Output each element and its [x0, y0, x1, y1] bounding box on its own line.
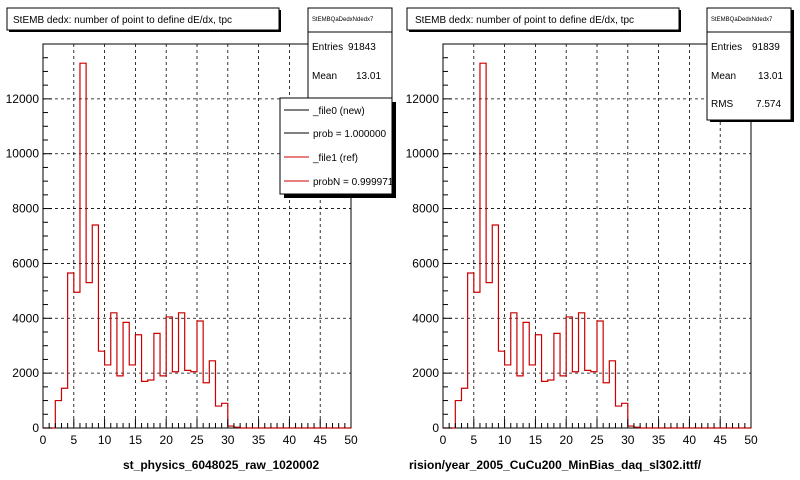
- left-histogram-ref: [43, 62, 351, 429]
- left-mean-label: Mean: [312, 71, 337, 82]
- x-tick-label: 10: [98, 433, 112, 447]
- right-title-box: [406, 7, 680, 31]
- x-tick-label: 45: [714, 433, 728, 447]
- right-x-axis-title: rision/year_2005_CuCu200_MinBias_daq_sl3…: [409, 458, 702, 472]
- y-tick-label: 2000: [12, 366, 39, 380]
- x-tick-label: 20: [160, 433, 174, 447]
- right-rms-value: 7.574: [756, 99, 781, 110]
- right-histogram-ref: [443, 62, 751, 429]
- legend-label: prob = 1.000000: [313, 129, 387, 140]
- legend-entry: _file1 (ref): [284, 153, 358, 164]
- y-tick-label: 0: [432, 421, 439, 435]
- x-tick-label: 35: [652, 433, 666, 447]
- x-tick-label: 25: [590, 433, 604, 447]
- x-tick-label: 0: [40, 433, 47, 447]
- y-tick-label: 4000: [12, 311, 39, 325]
- x-tick-label: 50: [744, 433, 758, 447]
- y-tick-label: 6000: [412, 256, 439, 270]
- x-tick-label: 40: [683, 433, 697, 447]
- right-stats-box: [706, 7, 792, 121]
- x-tick-label: 20: [560, 433, 574, 447]
- left-title-box: [6, 7, 280, 31]
- y-tick-label: 8000: [412, 202, 439, 216]
- legend-entry: _file0 (new): [284, 106, 365, 117]
- left-x-axis-title: st_physics_6048025_raw_1020002: [123, 458, 319, 472]
- x-tick-label: 15: [129, 433, 143, 447]
- right-panel: 0 5 10 15 20 25 30 35 40 45 50 0 2000 4000 6000 8000 10…: [406, 7, 794, 472]
- legend-label: probN = 0.999971: [313, 177, 394, 188]
- right-x-axis: 0 5 10 15 20 25 30 35 40 45 50: [440, 419, 758, 447]
- left-entries-value: 91843: [348, 42, 376, 53]
- y-tick-label: 6000: [12, 256, 39, 270]
- left-y-axis: 0 2000 4000 6000 8000 10000 12000: [6, 57, 52, 435]
- y-tick-label: 10000: [406, 147, 440, 161]
- x-tick-label: 45: [314, 433, 328, 447]
- left-title: StEMB dedx: number of point to define dE…: [13, 15, 232, 26]
- x-tick-label: 35: [252, 433, 266, 447]
- left-mean-value: 13.01: [356, 71, 381, 82]
- y-tick-label: 4000: [412, 311, 439, 325]
- left-stats-box: [307, 7, 393, 114]
- left-stats-name: StEMBQaDedxNdedx7: [312, 17, 374, 23]
- x-tick-label: 15: [529, 433, 543, 447]
- right-entries-value: 91839: [752, 42, 780, 53]
- legend-box: [279, 97, 393, 195]
- x-tick-label: 40: [283, 433, 297, 447]
- x-tick-label: 30: [621, 433, 635, 447]
- x-tick-label: 50: [344, 433, 358, 447]
- x-tick-label: 25: [190, 433, 204, 447]
- y-tick-label: 8000: [12, 202, 39, 216]
- left-x-axis: 0 5 10 15 20 25 30 35 40 45 50: [40, 419, 358, 447]
- x-tick-label: 0: [440, 433, 447, 447]
- right-entries-label: Entries: [711, 42, 742, 53]
- right-y-axis: 0 2000 4000 6000 8000 10000 12000: [406, 57, 452, 435]
- x-tick-label: 5: [470, 433, 477, 447]
- legend-entry: probN = 0.999971: [284, 177, 394, 188]
- y-tick-label: 0: [32, 421, 39, 435]
- y-tick-label: 12000: [6, 92, 40, 106]
- x-tick-label: 5: [70, 433, 77, 447]
- right-rms-label: RMS: [711, 99, 734, 110]
- legend-label: _file0 (new): [312, 106, 365, 117]
- y-tick-label: 2000: [412, 366, 439, 380]
- left-panel: 0 5 10 15 20 25 30 35 40 45 50 0 2000 4000 6000 8000 10…: [6, 7, 396, 472]
- right-stats-name: StEMBQaDedxNdedx7: [711, 17, 773, 23]
- left-entries-label: Entries: [312, 42, 343, 53]
- x-tick-label: 30: [221, 433, 235, 447]
- y-tick-label: 12000: [406, 92, 440, 106]
- x-tick-label: 10: [498, 433, 512, 447]
- legend-entry: prob = 1.000000: [284, 129, 387, 140]
- right-mean-label: Mean: [711, 71, 736, 82]
- legend-label: _file1 (ref): [312, 153, 358, 164]
- y-tick-label: 10000: [6, 147, 40, 161]
- right-mean-value: 13.01: [758, 71, 783, 82]
- right-title: StEMB dedx: number of point to define dE…: [415, 15, 634, 26]
